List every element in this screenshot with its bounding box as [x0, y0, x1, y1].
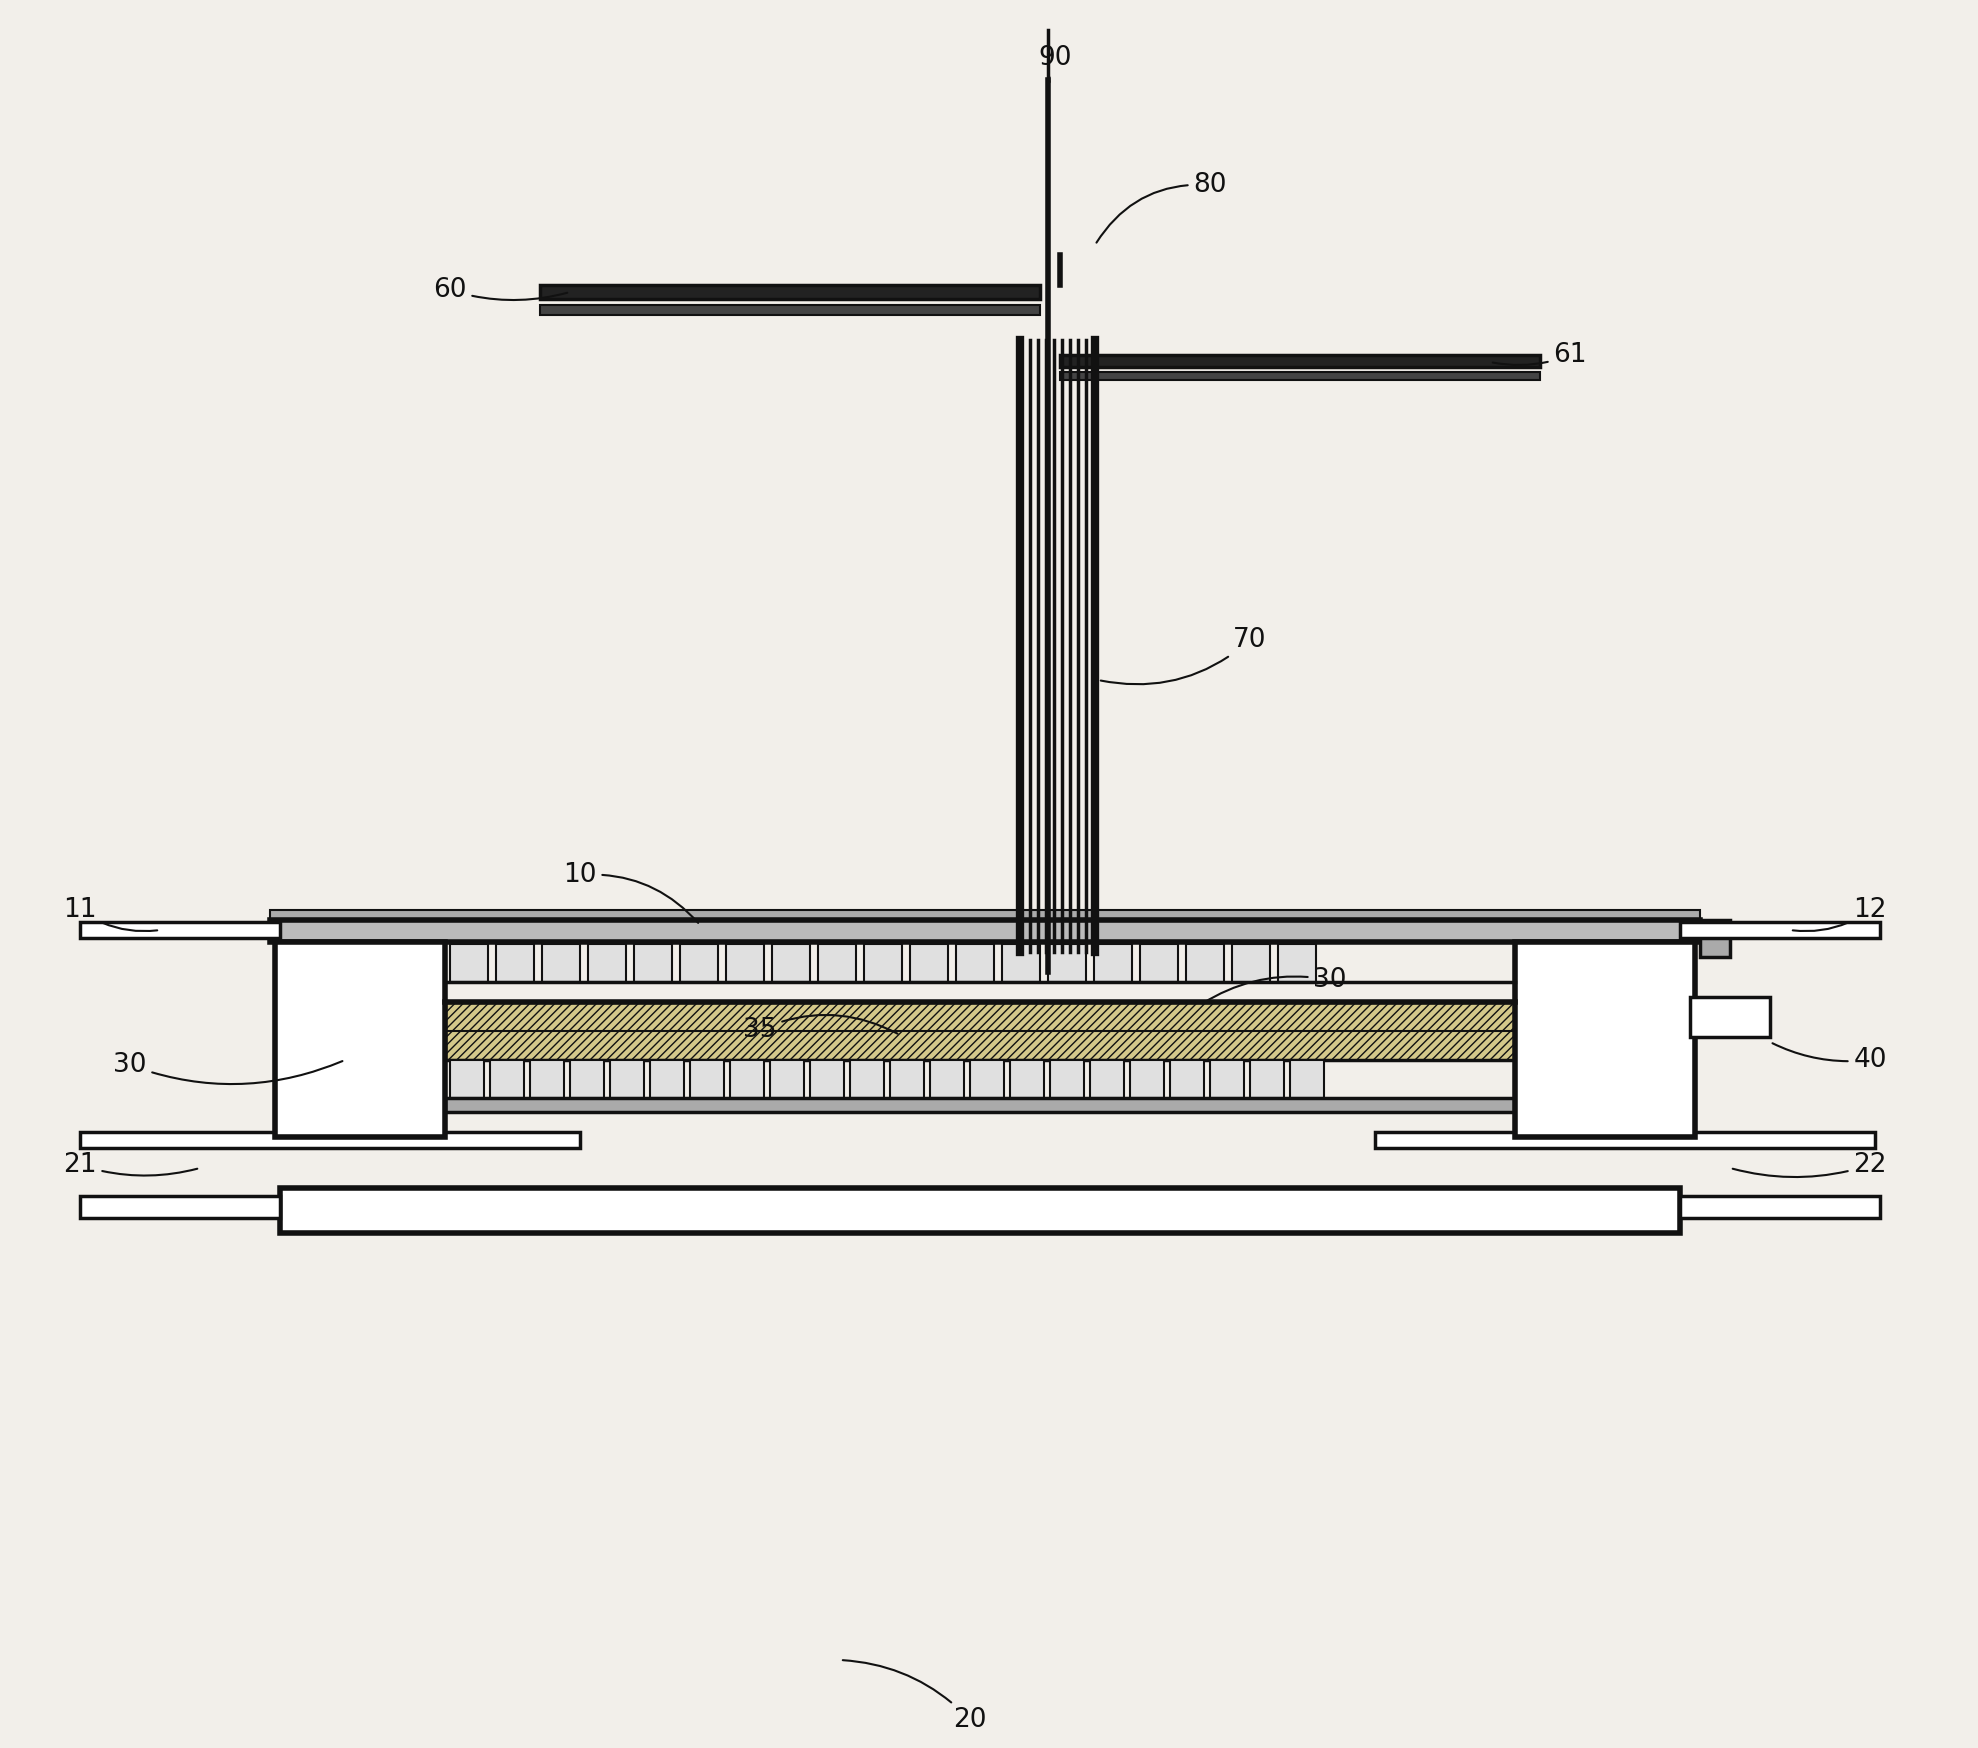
Bar [1060, 355, 1541, 367]
Bar [1171, 1059, 1205, 1098]
Bar [281, 1189, 1679, 1232]
Text: 60: 60 [433, 276, 568, 302]
Bar [79, 1133, 580, 1148]
Bar [1211, 1059, 1244, 1098]
Bar [570, 1059, 603, 1098]
Bar [1232, 944, 1270, 982]
Bar [79, 921, 281, 939]
Bar [271, 911, 1699, 919]
Bar [271, 919, 1699, 942]
Bar [445, 1098, 1519, 1112]
Bar [651, 1059, 684, 1098]
Text: 11: 11 [63, 897, 156, 932]
Bar [1699, 919, 1731, 956]
Bar [1187, 944, 1224, 982]
Bar [1515, 942, 1695, 1136]
Bar [969, 1059, 1005, 1098]
Bar [542, 944, 580, 982]
Bar [275, 942, 445, 1136]
Bar [1515, 1007, 1584, 1056]
Bar [1094, 944, 1131, 982]
Text: 10: 10 [564, 862, 698, 923]
Bar [819, 944, 856, 982]
Bar [955, 944, 995, 982]
Bar [1689, 996, 1770, 1037]
Bar [1679, 1196, 1879, 1218]
Text: 35: 35 [744, 1016, 898, 1044]
Bar [1048, 944, 1086, 982]
Text: 20: 20 [843, 1661, 987, 1732]
Bar [530, 1059, 564, 1098]
Bar [930, 1059, 963, 1098]
Bar [771, 944, 811, 982]
Text: 22: 22 [1733, 1152, 1887, 1178]
Bar [680, 944, 718, 982]
Text: 80: 80 [1096, 171, 1226, 243]
Bar [864, 944, 902, 982]
Bar [1050, 1059, 1084, 1098]
Bar [609, 1059, 645, 1098]
Text: 12: 12 [1792, 897, 1887, 932]
Bar [1375, 1133, 1875, 1148]
Bar [811, 1059, 845, 1098]
Bar [690, 1059, 724, 1098]
Bar [726, 944, 764, 982]
Bar [1003, 944, 1040, 982]
Text: 21: 21 [63, 1152, 198, 1178]
Bar [851, 1059, 884, 1098]
Bar [540, 304, 1040, 315]
Bar [1090, 1059, 1124, 1098]
Bar [451, 944, 489, 982]
Bar [1679, 921, 1879, 939]
Bar [79, 1196, 281, 1218]
Bar [769, 1059, 803, 1098]
Text: 61: 61 [1493, 343, 1586, 369]
Bar [496, 944, 534, 982]
Bar [1139, 944, 1179, 982]
Text: 30: 30 [113, 1052, 342, 1084]
Bar [1011, 1059, 1044, 1098]
Text: 30: 30 [1203, 967, 1347, 1003]
Bar [730, 1059, 764, 1098]
Text: 70: 70 [1100, 628, 1266, 683]
Bar [1250, 1059, 1284, 1098]
Bar [1060, 372, 1541, 379]
Text: 90: 90 [1038, 45, 1072, 82]
Bar [445, 1002, 1515, 1059]
Bar [635, 944, 673, 982]
Bar [451, 1059, 485, 1098]
Bar [890, 1059, 924, 1098]
Bar [587, 944, 625, 982]
Bar [1290, 1059, 1323, 1098]
Bar [1129, 1059, 1163, 1098]
Bar [910, 944, 947, 982]
Bar [491, 1059, 524, 1098]
Bar [1278, 944, 1315, 982]
Text: 40: 40 [1772, 1044, 1887, 1073]
Bar [540, 285, 1040, 299]
